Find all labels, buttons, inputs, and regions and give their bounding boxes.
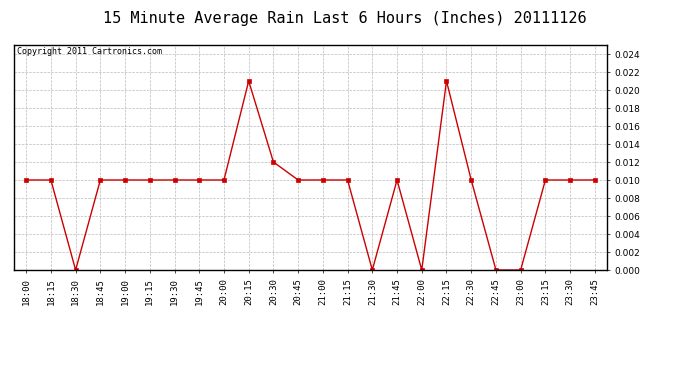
Text: 15 Minute Average Rain Last 6 Hours (Inches) 20111126: 15 Minute Average Rain Last 6 Hours (Inc…	[104, 11, 586, 26]
Text: Copyright 2011 Cartronics.com: Copyright 2011 Cartronics.com	[17, 47, 161, 56]
